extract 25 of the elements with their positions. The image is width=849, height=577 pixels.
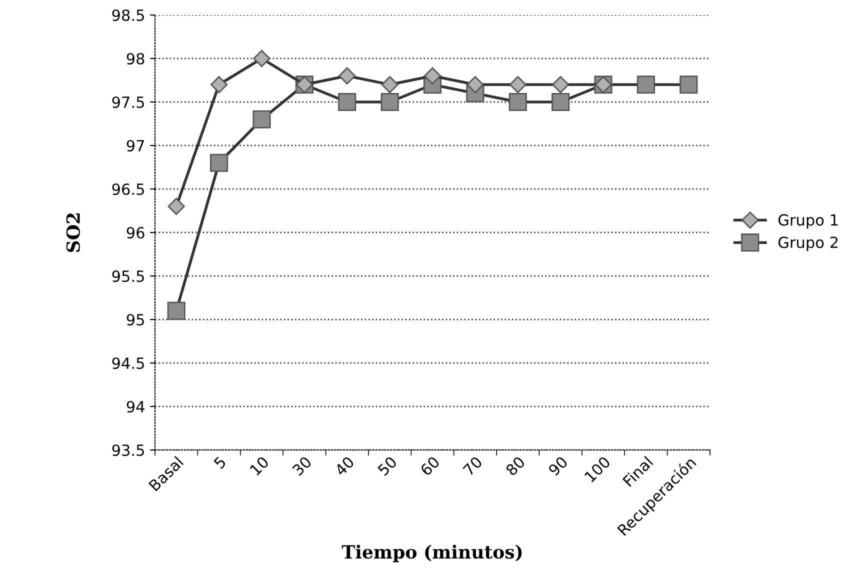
x-tick-label: 50 xyxy=(377,456,398,476)
x-tick-label: 90 xyxy=(548,456,568,476)
x-tick-label: 10 xyxy=(249,456,270,476)
legend-label: Grupo 2 xyxy=(778,236,838,252)
x-tick-label: 30 xyxy=(292,456,312,476)
y-axis-title: SO2 xyxy=(66,213,80,252)
y-tick-label: 95 xyxy=(126,314,144,326)
x-tick-label: 100 xyxy=(584,456,611,483)
y-tick-label: 93.5 xyxy=(112,444,144,456)
y-tick-label: 94.5 xyxy=(112,357,144,370)
x-axis-title: Tiempo (minutos) xyxy=(342,544,522,562)
y-tick-label: 96 xyxy=(126,226,144,239)
y-tick-label: 98.5 xyxy=(112,9,144,22)
legend-label: Grupo 1 xyxy=(778,214,838,229)
y-tick-label: 94 xyxy=(126,400,144,413)
x-tick-label: 40 xyxy=(334,456,355,476)
x-tick-label: 5 xyxy=(213,456,226,470)
x-tick-label: 60 xyxy=(420,456,440,476)
y-tick-label: 98 xyxy=(126,52,144,65)
x-tick-label: 70 xyxy=(462,456,483,476)
y-tick-label: 97.5 xyxy=(112,96,144,108)
y-tick-label: 97 xyxy=(126,140,144,152)
y-tick-label: 96.5 xyxy=(112,183,144,196)
y-tick-label: 95.5 xyxy=(112,270,144,282)
x-tick-label: 80 xyxy=(505,456,526,476)
